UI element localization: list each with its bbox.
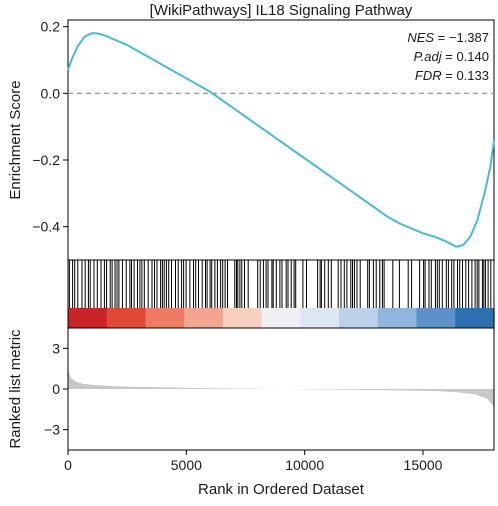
- ranked-metric-panel: 30−3 Ranked list metric 0 5000 10000 15000 …: [7, 327, 495, 498]
- color-bar-segment: [416, 308, 456, 328]
- padj-stat: P.adj = 0.140: [414, 49, 489, 64]
- color-bar-segment: [145, 308, 185, 328]
- chart-title: [WikiPathways] IL18 Signaling Pathway: [150, 2, 413, 19]
- enrichment-y-tick-label: 0.0: [41, 85, 61, 101]
- color-bar-segment: [339, 308, 379, 328]
- color-bar-segment: [300, 308, 340, 328]
- gene-hits-panel: [67, 259, 495, 329]
- ranked-metric-y-axis-label: Ranked list metric: [7, 329, 24, 449]
- enrichment-score-panel: 0.2 0.0 −0.2 −0.4 Enrichment Score NES = −1…: [7, 19, 495, 261]
- color-bar-segment: [377, 308, 418, 328]
- x-axis-ticks: 0 5000 10000 15000: [64, 450, 443, 473]
- x-tick-label: 15000: [404, 457, 443, 473]
- enrichment-y-tick-label: 0.2: [41, 19, 61, 35]
- fdr-key: FDR: [415, 68, 442, 83]
- padj-value: = 0.140: [445, 49, 489, 64]
- enrichment-y-axis-label: Enrichment Score: [7, 80, 24, 199]
- x-tick-label: 0: [64, 457, 72, 473]
- x-tick-label: 5000: [171, 457, 202, 473]
- ranked-metric-y-ticks: 3 0 −3: [44, 340, 68, 438]
- enrichment-y-ticks: 0.2 0.0 −0.2 −0.4: [32, 19, 68, 235]
- fdr-value: = 0.133: [445, 68, 489, 83]
- gene-hit-lines: [68, 260, 492, 308]
- fdr-stat: FDR = 0.133: [415, 68, 489, 83]
- statistics-annotation: NES = −1.387 P.adj = 0.140 FDR = 0.133: [407, 30, 489, 83]
- color-bar-segment: [106, 308, 146, 328]
- ranked-metric-y-tick-label: 3: [52, 340, 60, 356]
- rank-color-bar: [68, 308, 495, 328]
- color-bar-segment: [455, 308, 495, 328]
- x-axis-label: Rank in Ordered Dataset: [198, 481, 365, 498]
- ranked-metric-area: [68, 363, 494, 411]
- nes-stat: NES = −1.387: [407, 30, 489, 45]
- ranked-metric-y-tick-label: 0: [52, 381, 60, 397]
- enrichment-y-tick-label: −0.4: [32, 219, 60, 235]
- running-enrichment-score-line: [67, 32, 495, 248]
- color-bar-segment: [222, 308, 263, 328]
- padj-key: P.adj: [414, 49, 443, 64]
- x-tick-label: 10000: [285, 457, 324, 473]
- color-bar-segment: [184, 308, 224, 328]
- enrichment-y-tick-label: −0.2: [32, 152, 60, 168]
- color-bar-segment: [68, 308, 108, 328]
- nes-key: NES: [407, 30, 434, 45]
- color-bar-segment: [261, 308, 301, 328]
- nes-value: = −1.387: [438, 30, 489, 45]
- ranked-metric-y-tick-label: −3: [44, 422, 60, 438]
